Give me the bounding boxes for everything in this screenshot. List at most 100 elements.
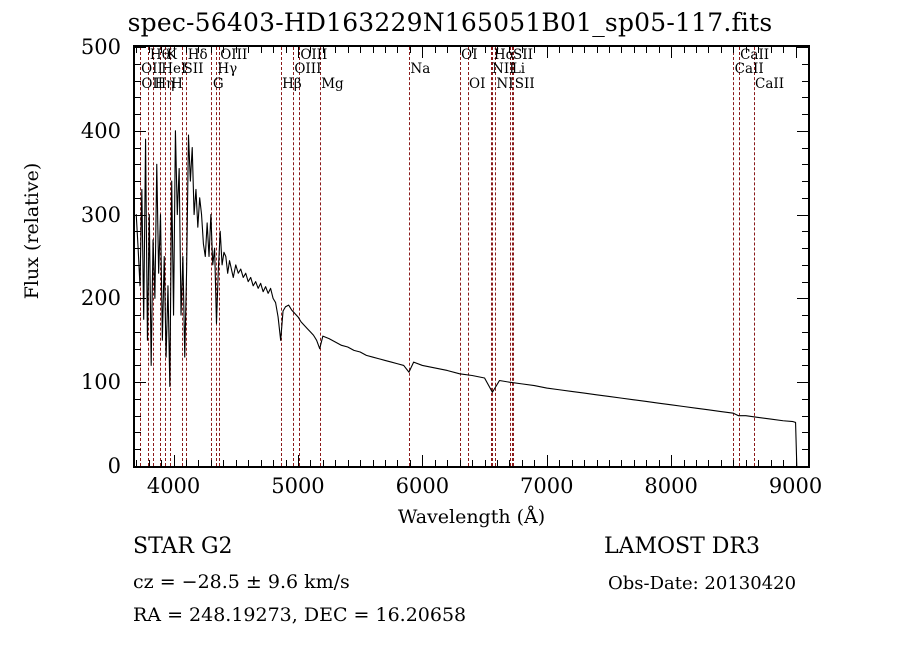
y-tick-right-40 (802, 432, 808, 434)
x-tick-8500 (733, 460, 735, 466)
x-tick-top-6700 (509, 47, 511, 53)
x-tick-top-6400 (472, 47, 474, 53)
x-tick-8900 (783, 460, 785, 466)
line-label-OII-3727: OII (141, 61, 163, 77)
y-tick-right-500 (797, 47, 808, 48)
x-tick-5100 (310, 460, 312, 466)
line-marker-Li-6707 (510, 47, 512, 466)
y-tick-label-400: 400 (80, 118, 121, 143)
line-label-H-3835: Hη (154, 76, 175, 92)
y-tick-right-320 (802, 197, 808, 199)
x-tick-top-6000 (422, 47, 424, 58)
line-label-Na-5892: Na (410, 61, 431, 77)
x-tick-top-7500 (608, 47, 610, 53)
y-tick-220 (135, 281, 141, 283)
y-tick-right-380 (802, 147, 808, 149)
y-tick-right-260 (802, 248, 808, 250)
x-tick-4800 (273, 460, 275, 466)
line-marker-OI-6300 (459, 47, 461, 466)
x-tick-top-5500 (360, 47, 362, 53)
line-label-OIII-4959: OIII (294, 61, 322, 77)
y-tick-300 (135, 214, 146, 216)
x-tick-top-9000 (795, 47, 797, 58)
x-tick-top-8400 (720, 47, 722, 53)
y-tick-260 (135, 248, 141, 250)
y-tick-right-220 (802, 281, 808, 283)
x-tick-top-4000 (173, 47, 175, 58)
x-tick-6700 (509, 460, 511, 466)
x-tick-top-5900 (409, 47, 411, 53)
x-tick-4700 (260, 460, 262, 466)
y-tick-420 (135, 114, 141, 116)
line-marker-SII-6717 (511, 47, 513, 466)
x-tick-5300 (335, 460, 337, 466)
x-tick-4000 (173, 455, 175, 466)
line-label-NII-6548: NII (492, 61, 515, 77)
x-tick-top-7000 (546, 47, 548, 58)
x-tick-5700 (385, 460, 387, 466)
x-tick-8400 (720, 460, 722, 466)
x-tick-3700 (136, 460, 138, 466)
x-tick-top-4600 (248, 47, 250, 53)
line-label-G-4304: G (212, 76, 224, 92)
x-tick-top-6900 (534, 47, 536, 53)
x-tick-label-7000: 7000 (520, 474, 574, 498)
y-tick-right-140 (802, 348, 808, 350)
line-marker-NII-6548 (490, 47, 492, 466)
line-label-OI-6300: OI (461, 47, 478, 63)
x-tick-top-7700 (633, 47, 635, 53)
y-tick-460 (135, 80, 141, 82)
line-label-HeI-3889: HeI (161, 61, 187, 77)
x-tick-top-4200 (198, 47, 200, 53)
y-tick-360 (135, 164, 141, 166)
line-label-SII-6731: SII (514, 76, 535, 92)
x-tick-top-8900 (783, 47, 785, 53)
x-tick-top-8500 (733, 47, 735, 53)
x-tick-6300 (459, 460, 461, 466)
object-class-label: STAR G2 (133, 534, 233, 559)
x-tick-top-6800 (521, 47, 523, 53)
x-tick-top-8800 (770, 47, 772, 53)
y-tick-right-0 (797, 466, 808, 467)
line-marker-CaII-8498 (733, 47, 735, 466)
x-tick-top-5000 (297, 47, 299, 58)
x-tick-label-9000: 9000 (768, 474, 823, 498)
x-tick-top-5100 (310, 47, 312, 53)
y-tick-right-480 (802, 63, 808, 65)
y-tick-60 (135, 415, 141, 417)
y-axis-title: Flux (relative) (21, 162, 43, 300)
spectrum-curve (135, 130, 798, 466)
line-label-H-3968: H (171, 76, 183, 92)
x-tick-label-4000: 4000 (146, 474, 201, 498)
y-tick-right-180 (802, 315, 808, 317)
line-marker-H-4340 (215, 47, 217, 466)
line-marker-H-6563 (492, 47, 494, 466)
x-tick-top-8700 (758, 47, 760, 53)
x-tick-top-8200 (696, 47, 698, 53)
y-tick-500 (135, 47, 146, 48)
coordinates-label: RA = 248.19273, DEC = 16.20658 (133, 604, 467, 626)
x-tick-4900 (285, 460, 287, 466)
x-tick-top-5800 (397, 47, 399, 53)
x-tick-7800 (646, 460, 648, 466)
y-tick-right-300 (797, 214, 808, 216)
y-tick-280 (135, 231, 141, 233)
line-label-SII-6717: SII (513, 47, 533, 63)
x-tick-5600 (372, 460, 374, 466)
line-marker-OIII-5007 (298, 47, 300, 466)
line-marker-CaII-8662 (753, 47, 755, 466)
x-tick-7700 (633, 460, 635, 466)
y-tick-right-420 (802, 114, 808, 116)
x-tick-top-6300 (459, 47, 461, 53)
line-marker-G-4304 (211, 47, 213, 466)
x-tick-top-4100 (186, 47, 187, 53)
y-tick-80 (135, 398, 141, 400)
line-label-H-4340: Hγ (217, 61, 238, 77)
x-tick-label-5000: 5000 (271, 474, 325, 498)
line-marker-OI-6363 (467, 47, 469, 466)
x-tick-top-4300 (210, 47, 212, 53)
x-tick-top-4900 (285, 47, 287, 53)
redshift-velocity-label: cz = −28.5 ± 9.6 km/s (133, 571, 350, 593)
x-tick-5000 (297, 455, 299, 466)
x-tick-7200 (571, 460, 573, 466)
